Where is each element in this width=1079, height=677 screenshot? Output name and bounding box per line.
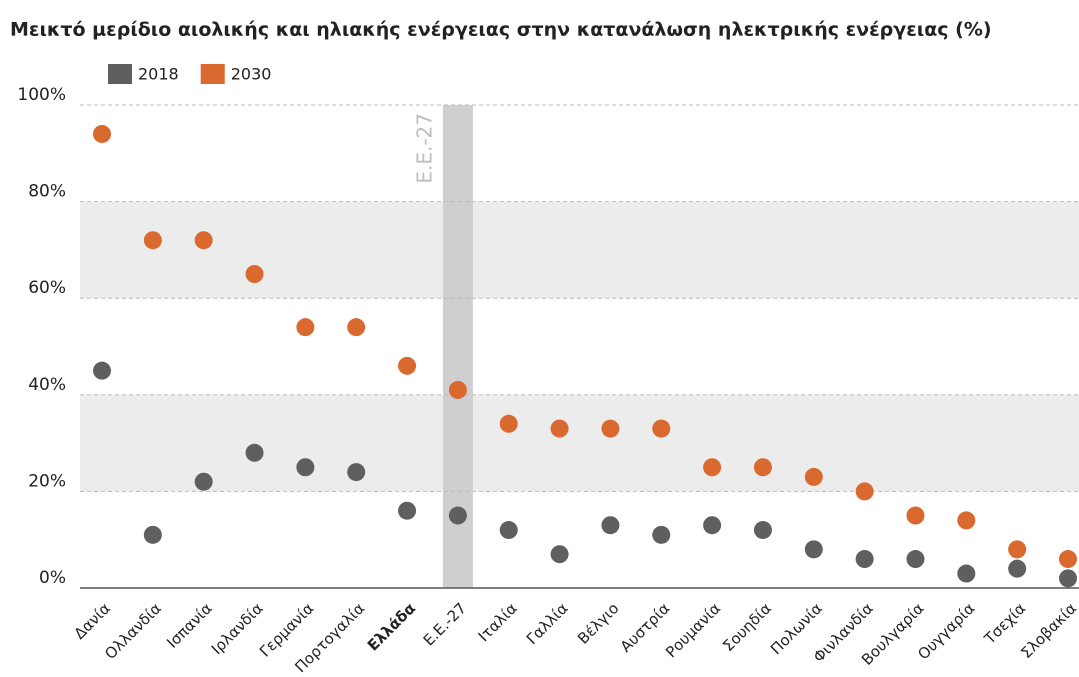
x-tick-label: Ε.Ε.-27 xyxy=(420,599,470,649)
dot xyxy=(703,458,722,477)
band xyxy=(80,201,1079,299)
y-tick-label: 40% xyxy=(28,375,66,395)
x-tick-label: Σουηδία xyxy=(719,599,775,655)
dot xyxy=(906,550,925,569)
legend-swatch xyxy=(108,64,132,84)
dot xyxy=(1008,540,1027,559)
dot xyxy=(1059,569,1077,588)
dot xyxy=(703,516,722,535)
x-tick-label: Σλοβακία xyxy=(1017,599,1079,662)
dot xyxy=(245,443,264,462)
dot xyxy=(550,419,569,438)
y-tick-label: 80% xyxy=(28,182,66,202)
dot xyxy=(398,356,417,375)
dot xyxy=(296,318,315,337)
legend-label: 2030 xyxy=(231,65,272,84)
x-tick-label: Ιταλία xyxy=(475,599,521,645)
dot xyxy=(957,511,976,530)
x-tick-label: Τσεχία xyxy=(980,599,1029,648)
dot xyxy=(296,458,315,477)
dot xyxy=(906,506,925,525)
annotation: Ε.Ε.-27 xyxy=(412,113,436,184)
x-tick-label: Ολλανδία xyxy=(101,599,165,663)
y-tick-label: 0% xyxy=(39,568,66,588)
legend-swatch xyxy=(200,64,225,84)
dot xyxy=(753,521,772,540)
dot xyxy=(93,124,111,143)
dot xyxy=(143,525,162,544)
dot xyxy=(855,550,874,569)
dot xyxy=(347,463,366,482)
dot xyxy=(601,419,620,438)
dot xyxy=(804,540,823,559)
dot xyxy=(957,564,976,583)
dot xyxy=(398,501,417,520)
chart-title: Μεικτό μερίδιο αιολικής και ηλιακής ενέρ… xyxy=(10,19,992,41)
legend-label: 2018 xyxy=(138,65,179,84)
x-tick-label: Ελλάδα xyxy=(364,599,419,654)
dot xyxy=(499,521,518,540)
dot xyxy=(601,516,620,535)
dot xyxy=(93,361,111,380)
dot xyxy=(448,506,467,525)
dot xyxy=(448,380,467,399)
dot xyxy=(652,525,671,544)
dot xyxy=(245,265,264,284)
dot xyxy=(652,419,671,438)
x-tick-label: Δανία xyxy=(71,599,115,643)
dot xyxy=(855,482,874,501)
y-tick-label: 60% xyxy=(28,278,66,298)
x-tick-label: Βέλγιο xyxy=(574,599,622,647)
dot xyxy=(143,231,162,250)
band xyxy=(80,394,1079,492)
dot xyxy=(347,318,366,337)
dot xyxy=(753,458,772,477)
dot xyxy=(1059,550,1077,569)
dot xyxy=(194,231,213,250)
y-tick-label: 100% xyxy=(17,85,66,105)
dot xyxy=(804,467,823,486)
x-tick-label: Γαλλία xyxy=(523,599,572,648)
dot xyxy=(550,545,569,564)
x-tick-label: Ρουμανία xyxy=(662,599,724,661)
dot xyxy=(1008,559,1027,578)
dot xyxy=(194,472,213,491)
dot xyxy=(499,414,518,433)
y-tick-label: 20% xyxy=(28,471,66,491)
